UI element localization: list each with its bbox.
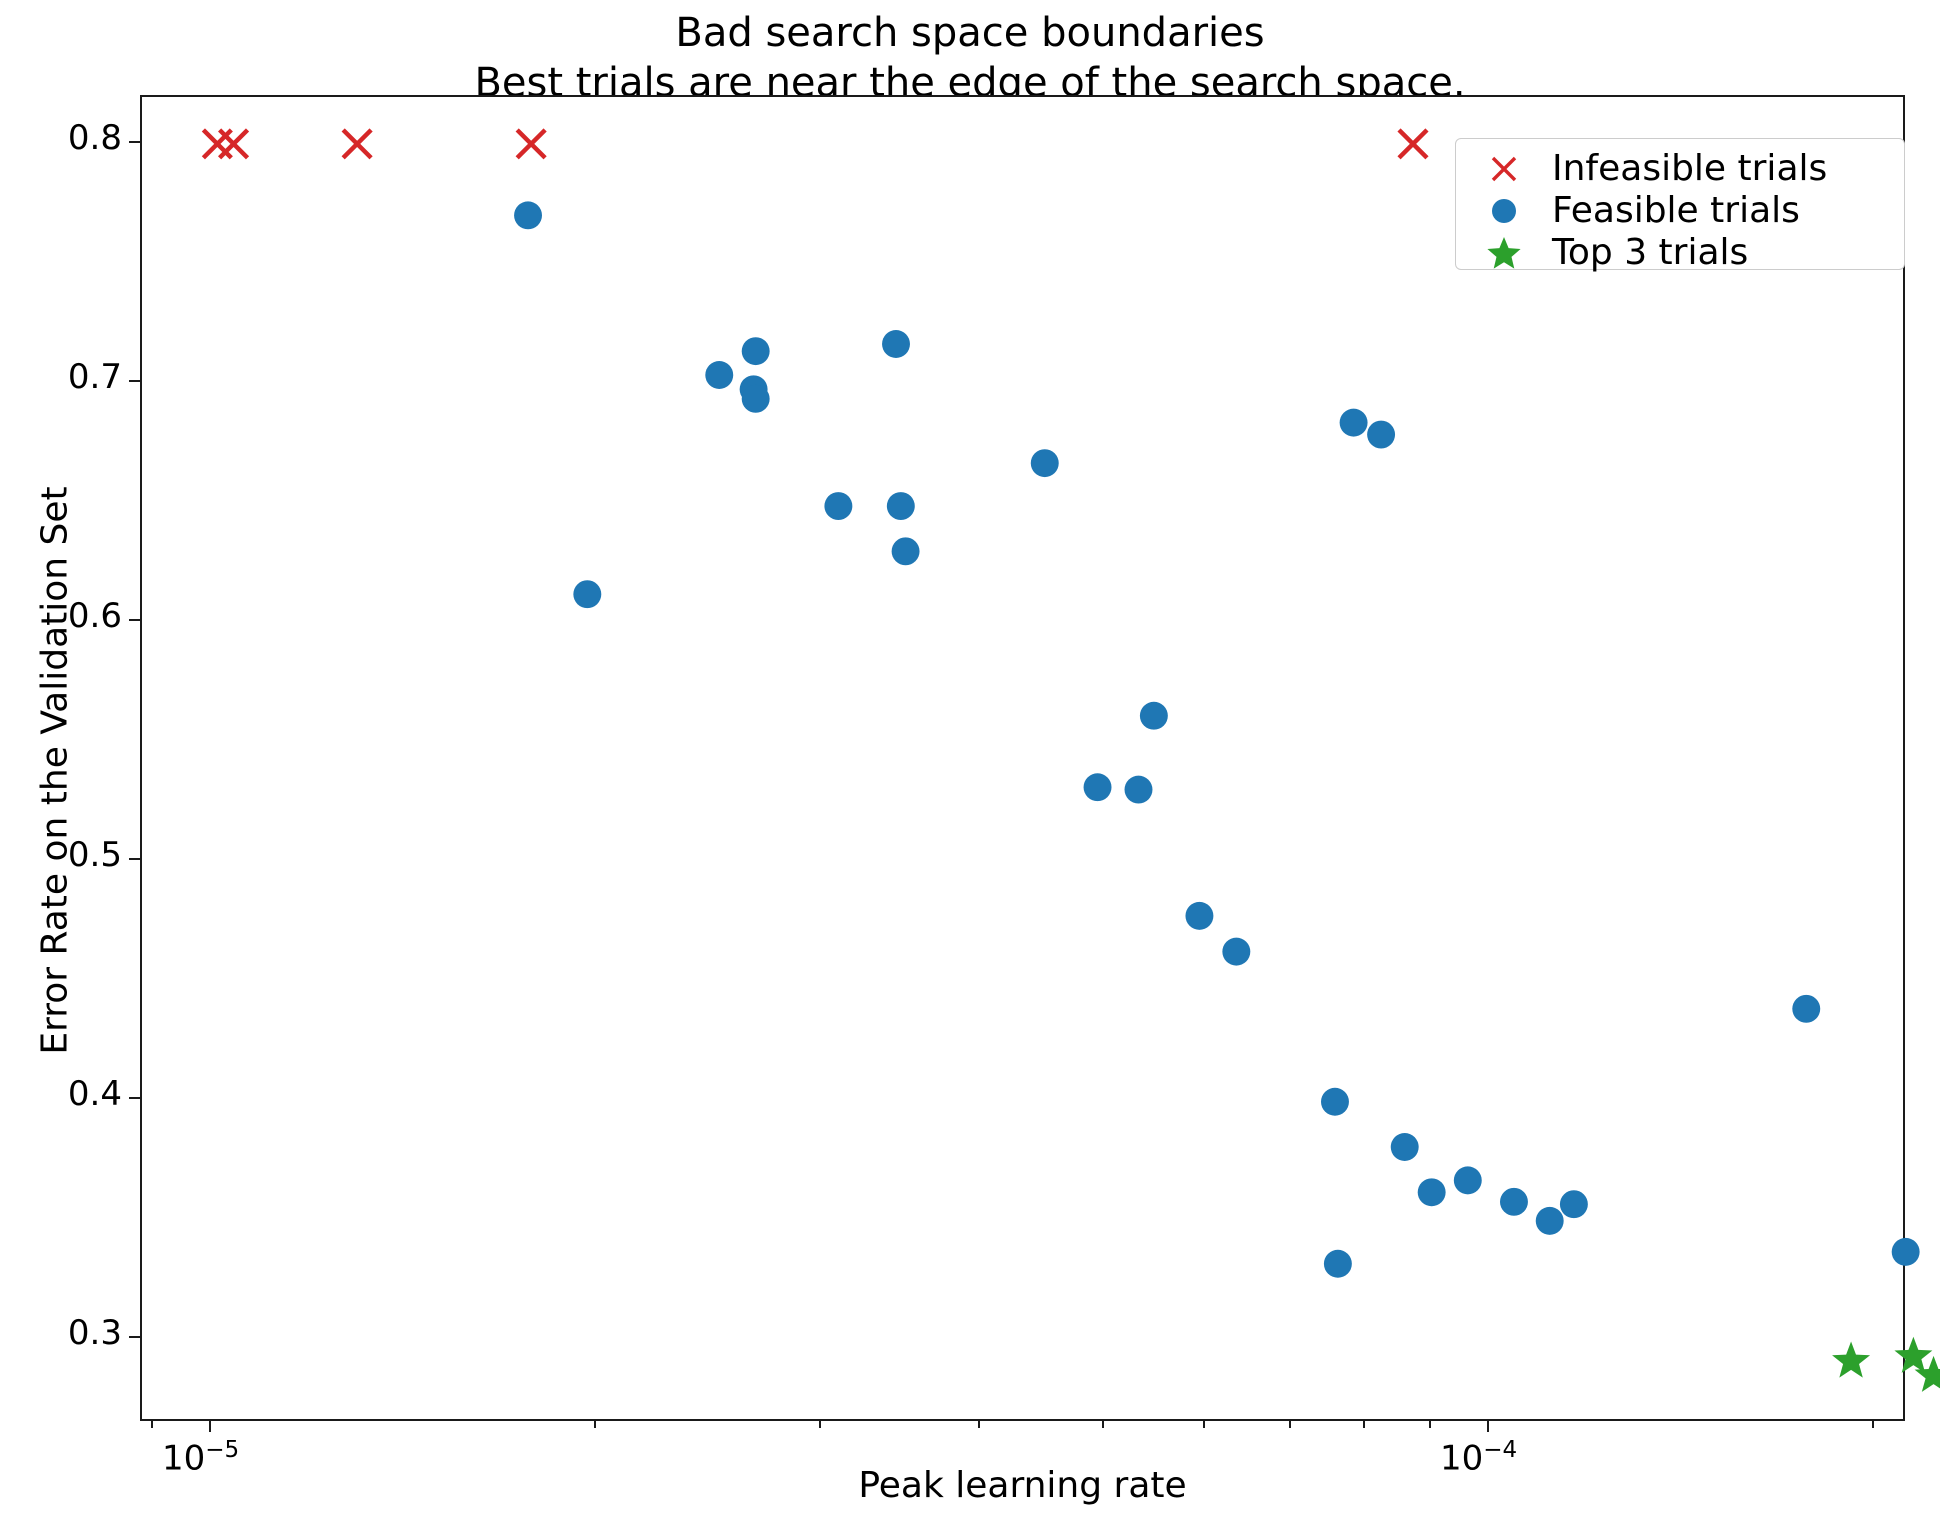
- scatter-point-feasible: [1453, 1166, 1482, 1195]
- scatter-point-feasible: [1185, 901, 1214, 930]
- scatter-point-feasible: [1139, 701, 1168, 730]
- scatter-point-feasible: [1499, 1187, 1528, 1216]
- scatter-point-feasible: [741, 384, 770, 413]
- scatter-point-feasible: [1792, 994, 1821, 1023]
- x-tick-minor-mark: [593, 1421, 596, 1428]
- x-tick-minor-mark: [978, 1421, 981, 1428]
- legend-label-feasible: Feasible trials: [1552, 190, 1800, 231]
- scatter-point-feasible: [1367, 420, 1396, 449]
- legend-item-infeasible[interactable]: Infeasible trials: [1456, 149, 1904, 189]
- x-axis-label: Peak learning rate: [858, 1465, 1187, 1506]
- scatter-point-top3: [1832, 1341, 1871, 1378]
- scatter-point-top3: [1894, 1336, 1933, 1373]
- scatter-point-feasible: [1390, 1133, 1419, 1161]
- scatter-point-feasible: [1222, 937, 1251, 966]
- y-tick-label: 0.3: [67, 1313, 122, 1353]
- scatter-point-feasible: [882, 330, 910, 358]
- legend-label-top3: Top 3 trials: [1552, 232, 1749, 273]
- scatter-point-feasible: [1535, 1206, 1564, 1235]
- legend-box: Infeasible trials Feasible trials Top 3 …: [1455, 138, 1905, 273]
- x-tick-minor-mark: [1363, 1421, 1366, 1428]
- scatter-point-infeasible: [341, 128, 373, 160]
- scatter-point-feasible: [1321, 1087, 1349, 1116]
- scatter-points-layer: [201, 128, 1940, 1392]
- x-tick-label: 10−4: [1440, 1437, 1518, 1479]
- scatter-point-feasible: [514, 201, 543, 230]
- legend-item-top3[interactable]: Top 3 trials: [1456, 233, 1904, 273]
- x-icon: [1456, 152, 1552, 186]
- scatter-point-feasible: [891, 537, 920, 566]
- scatter-point-feasible: [1417, 1178, 1446, 1207]
- plot-area: [140, 95, 1940, 1421]
- x-tick-minor-mark: [1428, 1421, 1431, 1428]
- scatter-point-feasible: [886, 492, 915, 521]
- scatter-point-feasible: [1124, 775, 1153, 804]
- x-tick-minor-mark: [1102, 1421, 1105, 1428]
- scatter-point-feasible: [1559, 1190, 1588, 1219]
- scatter-point-infeasible: [218, 128, 250, 160]
- x-tick-mark: [209, 1421, 211, 1432]
- y-tick-mark: [129, 141, 140, 143]
- y-tick-label: 0.5: [67, 835, 122, 875]
- x-tick-minor-mark: [150, 1421, 153, 1428]
- x-tick-minor-mark: [1289, 1421, 1292, 1428]
- scatter-point-feasible: [573, 580, 602, 609]
- y-tick-mark: [129, 1097, 140, 1099]
- scatter-point-infeasible: [515, 128, 547, 160]
- x-tick-minor-mark: [818, 1421, 821, 1428]
- x-tick-label: 10−5: [162, 1437, 240, 1479]
- scatter-point-feasible: [1323, 1249, 1352, 1278]
- y-tick-label: 0.7: [67, 357, 122, 397]
- scatter-point-feasible: [1083, 773, 1112, 802]
- scatter-point-infeasible: [201, 128, 233, 160]
- scatter-point-feasible: [705, 361, 734, 389]
- y-tick-mark: [129, 619, 140, 621]
- x-tick-minor-mark: [1871, 1421, 1874, 1428]
- y-tick-label: 0.6: [67, 596, 122, 636]
- star-icon: [1456, 234, 1552, 272]
- y-tick-label: 0.8: [67, 118, 122, 158]
- legend-label-infeasible: Infeasible trials: [1552, 148, 1828, 189]
- x-tick-minor-mark: [1203, 1421, 1206, 1428]
- chart-title: Bad search space boundaries Best trials …: [474, 10, 1466, 106]
- x-tick-mark: [1487, 1421, 1489, 1432]
- y-tick-label: 0.4: [67, 1074, 122, 1114]
- scatter-point-top3: [1914, 1355, 1940, 1392]
- scatter-point-infeasible: [1397, 128, 1429, 160]
- scatter-point-feasible: [1030, 449, 1059, 478]
- scatter-point-feasible: [824, 492, 853, 521]
- scatter-point-feasible: [1891, 1237, 1920, 1266]
- scatter-point-feasible: [741, 337, 770, 366]
- y-tick-mark: [129, 1336, 140, 1338]
- legend-item-feasible[interactable]: Feasible trials: [1456, 191, 1904, 231]
- circle-icon: [1456, 194, 1552, 228]
- y-tick-mark: [129, 380, 140, 382]
- scatter-point-feasible: [1339, 408, 1368, 437]
- y-tick-mark: [129, 858, 140, 860]
